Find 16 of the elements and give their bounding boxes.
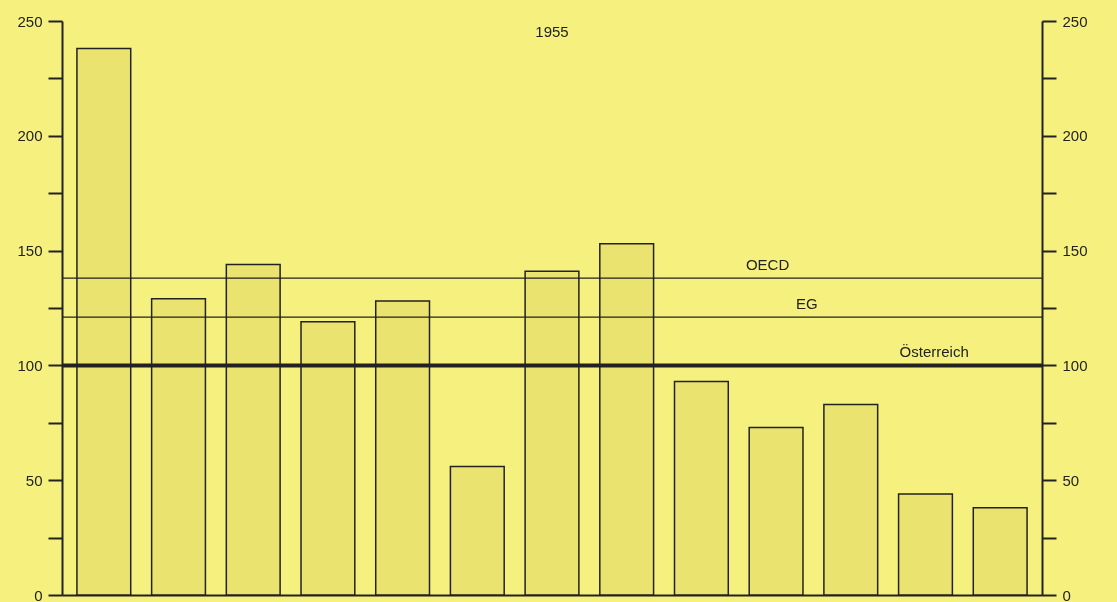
y2-tick-label: 50 xyxy=(1062,471,1080,489)
y-tick-label: 100 xyxy=(17,356,43,374)
ref-line-label: Österreich xyxy=(899,343,969,361)
y-tick-label: 200 xyxy=(17,127,43,145)
y-tick-label: 150 xyxy=(17,242,43,260)
y2-tick-label: 200 xyxy=(1062,127,1088,145)
y-tick-label: 50 xyxy=(25,471,43,489)
ref-line-label: OECD xyxy=(745,256,790,274)
y2-tick-label: 150 xyxy=(1062,242,1088,260)
y-tick-label: 250 xyxy=(17,12,43,30)
y2-tick-label: 100 xyxy=(1062,356,1088,374)
y-tick-label: 0 xyxy=(34,586,43,602)
chart-title: 1955 xyxy=(535,23,569,40)
ref-line-label: EG xyxy=(795,295,818,313)
y2-tick-label: 0 xyxy=(1062,586,1071,602)
y2-tick-label: 250 xyxy=(1062,12,1088,30)
